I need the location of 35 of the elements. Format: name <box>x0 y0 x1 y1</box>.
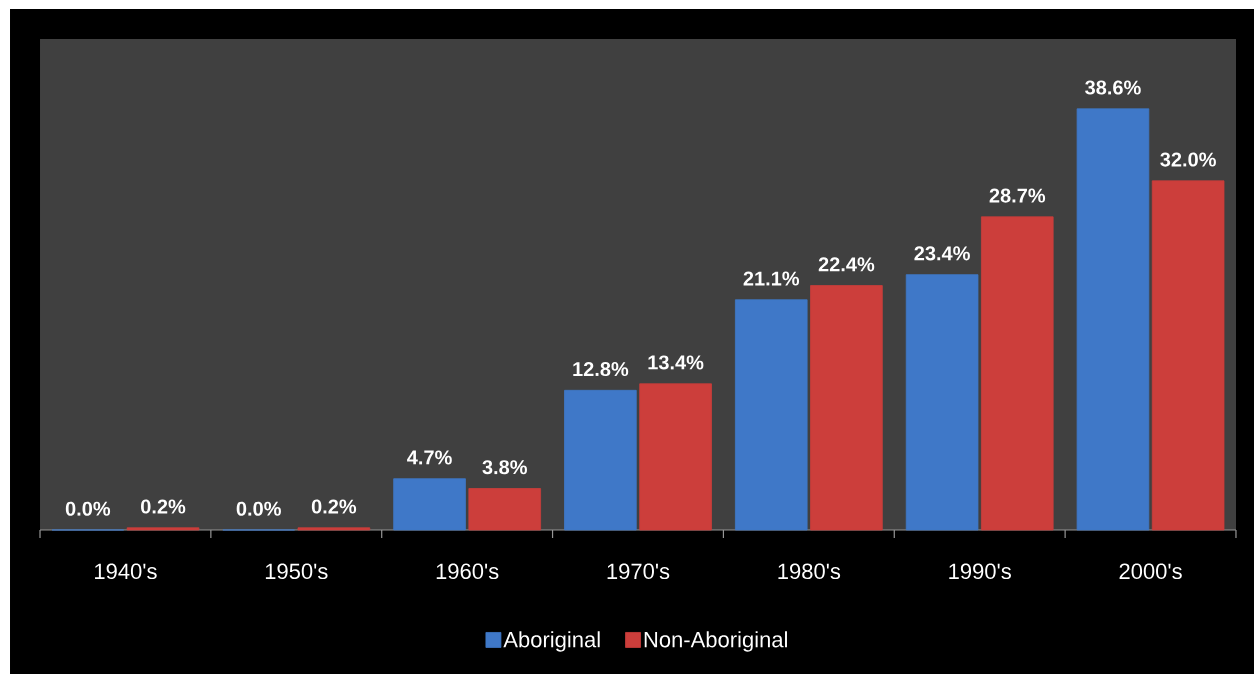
x-tick-label: 1950's <box>265 563 328 580</box>
legend-label: Non-Aboriginal <box>644 631 787 652</box>
data-label: 13.4% <box>648 355 704 370</box>
data-label: 12.8% <box>573 361 629 377</box>
data-label: 38.6% <box>1085 80 1141 95</box>
legend-label: Aboriginal <box>503 631 600 652</box>
x-tick-label: 1980's <box>778 563 841 580</box>
bar <box>564 389 637 531</box>
x-tick-label: 1990's <box>949 563 1011 580</box>
bar <box>1076 108 1150 531</box>
data-label: 0.0% <box>65 501 111 516</box>
data-label: 4.7% <box>407 450 452 465</box>
bar <box>468 488 541 531</box>
bar <box>126 527 200 531</box>
data-label: 21.1% <box>743 271 800 286</box>
x-tick-label: 1940's <box>95 563 157 580</box>
data-label: 32.0% <box>1160 152 1216 167</box>
data-label: 0.0% <box>236 501 281 516</box>
x-tick-label: 2000's <box>1119 563 1182 580</box>
x-tick-label: 1960's <box>436 563 499 580</box>
bar <box>297 527 371 531</box>
bar <box>734 299 808 531</box>
data-label: 23.4% <box>914 246 970 261</box>
bar <box>905 274 979 531</box>
bar <box>1151 180 1225 531</box>
bar <box>639 383 712 531</box>
x-tick-label: 1970's <box>607 563 670 580</box>
bar <box>393 478 466 531</box>
data-label: 28.7% <box>989 188 1046 203</box>
data-label: 0.2% <box>141 499 186 514</box>
data-label: 22.4% <box>818 257 875 272</box>
bar <box>981 216 1054 531</box>
bar <box>810 285 883 531</box>
data-label: 3.8% <box>482 460 527 475</box>
data-label: 0.2% <box>311 499 357 514</box>
